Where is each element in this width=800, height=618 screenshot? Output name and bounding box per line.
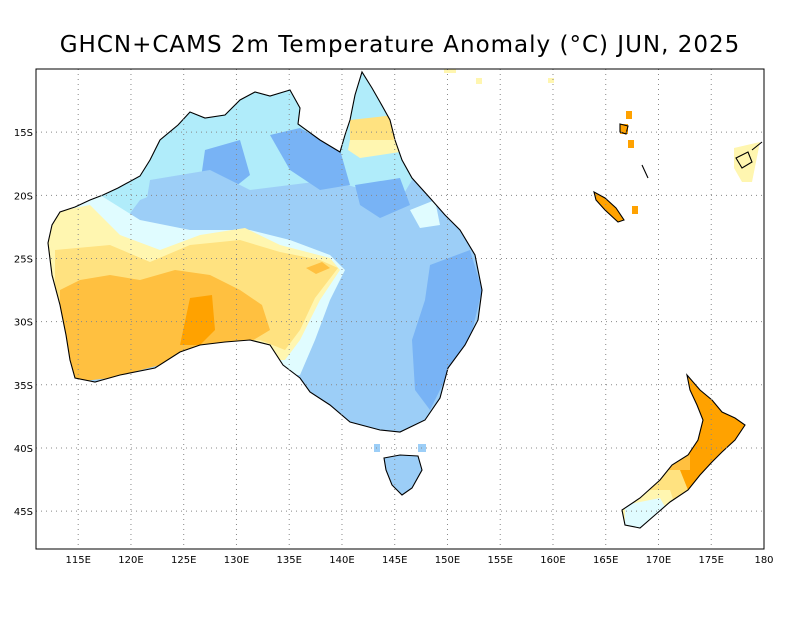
lon-tick-label: 155E <box>488 555 513 566</box>
lat-tick-label: 35S <box>14 381 33 392</box>
lon-tick-label: 175E <box>699 555 724 566</box>
coastlines <box>47 70 763 529</box>
plot-frame <box>35 68 765 550</box>
latitude-ticks: 15S 20S 25S 30S 35S 40S 45S <box>14 128 33 518</box>
lon-tick-label: 120E <box>118 555 143 566</box>
pacific-islands <box>444 69 760 222</box>
longitude-ticks: 115E 120E 125E 130E 135E 140E 145E 150E 155E 160E… <box>65 555 773 566</box>
lat-tick-label: 15S <box>14 128 33 139</box>
lon-tick-label: 135E <box>277 555 302 566</box>
lon-tick-label: 140E <box>329 555 354 566</box>
lat-tick-label: 20S <box>14 191 33 202</box>
lat-tick-label: 25S <box>14 254 33 265</box>
map-title: GHCN+CAMS 2m Temperature Anomaly (°C) JU… <box>59 32 741 58</box>
lon-tick-label: 180 <box>754 555 773 566</box>
lon-tick-label: 130E <box>224 555 249 566</box>
lon-tick-label: 145E <box>382 555 407 566</box>
lon-tick-label: 170E <box>646 555 671 566</box>
lat-tick-label: 45S <box>14 507 33 518</box>
lat-tick-label: 40S <box>14 444 33 455</box>
lon-tick-label: 115E <box>65 555 90 566</box>
lat-tick-label: 30S <box>14 318 33 329</box>
lon-tick-label: 150E <box>435 555 460 566</box>
lat-lon-grid <box>36 69 764 549</box>
lon-tick-label: 125E <box>171 555 196 566</box>
lon-tick-label: 160E <box>540 555 565 566</box>
lon-tick-label: 165E <box>593 555 618 566</box>
